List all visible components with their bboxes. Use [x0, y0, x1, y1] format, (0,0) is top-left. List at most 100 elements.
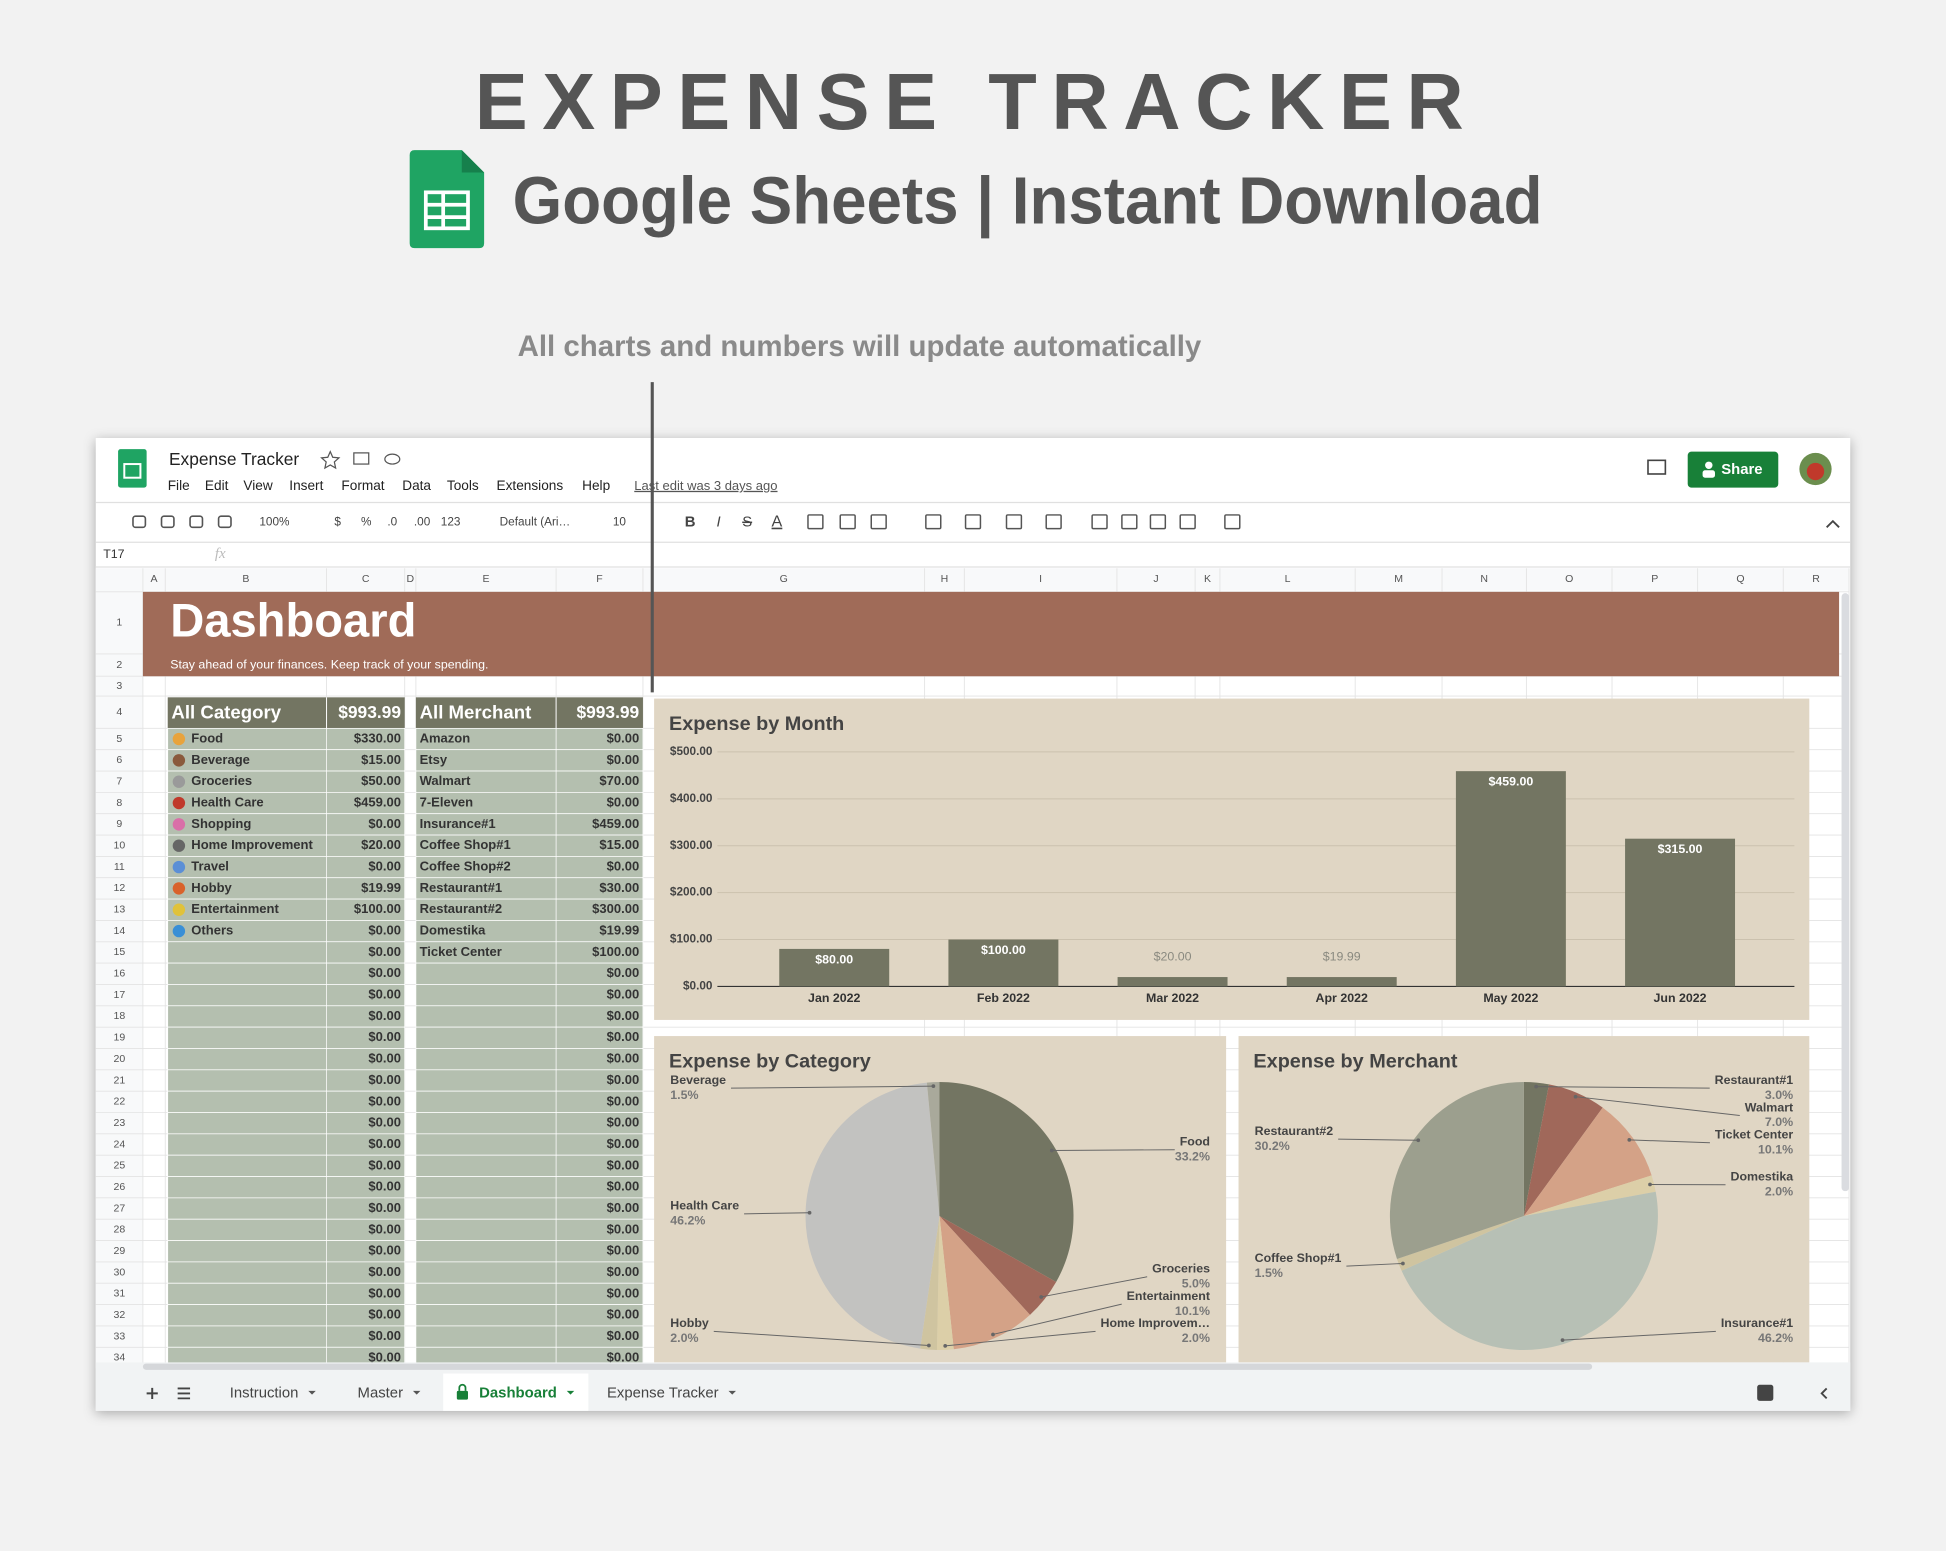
value-label: $20.00 — [1154, 949, 1192, 963]
row-number: 28 — [113, 1224, 125, 1236]
sheet-tab[interactable]: Master — [358, 1385, 404, 1401]
horizontal-scrollbar — [143, 1364, 1592, 1370]
column-header: L — [1285, 573, 1291, 585]
toolbar-item[interactable]: 10 — [613, 515, 627, 528]
row-number: 7 — [116, 775, 122, 787]
sheet-tab[interactable]: Dashboard — [479, 1385, 557, 1401]
toolbar-item[interactable]: $ — [334, 515, 341, 528]
menu-item[interactable]: File — [168, 478, 190, 493]
last-edit[interactable]: Last edit was 3 days ago — [634, 478, 777, 493]
table-row-label: Walmart — [420, 773, 472, 788]
column-header: O — [1565, 573, 1573, 585]
sheet-tab[interactable]: Instruction — [230, 1385, 299, 1401]
lock-icon — [457, 1391, 468, 1400]
explore-icon[interactable] — [1757, 1385, 1773, 1401]
row-number: 16 — [113, 968, 125, 980]
table-row-label: Hobby — [191, 880, 232, 895]
table-row-value: $15.00 — [361, 752, 401, 767]
bar — [1625, 839, 1735, 987]
table-row-value: $0.00 — [368, 1093, 401, 1108]
x-tick-label: Mar 2022 — [1146, 991, 1199, 1005]
table-row-value: $0.00 — [368, 1243, 401, 1258]
table-row-value: $0.00 — [368, 1157, 401, 1172]
category-icon — [173, 733, 185, 745]
menu-item[interactable]: View — [243, 478, 272, 493]
table-row-value: $0.00 — [607, 1221, 640, 1236]
chart-title: Expense by Month — [669, 713, 844, 735]
x-tick-label: Feb 2022 — [977, 991, 1030, 1005]
column-header-bar — [96, 568, 1849, 590]
table-row-value: $0.00 — [607, 794, 640, 809]
toolbar-item[interactable]: Default (Ari… — [500, 515, 571, 528]
pie-value-label: 2.0% — [1182, 1331, 1210, 1345]
value-label: $19.99 — [1323, 949, 1361, 963]
row-number: 19 — [113, 1032, 125, 1044]
toolbar-item[interactable]: % — [361, 515, 372, 528]
row-number: 26 — [113, 1181, 125, 1193]
table-row-value: $100.00 — [354, 901, 401, 916]
table-row-value: $0.00 — [368, 1264, 401, 1279]
row-number: 20 — [113, 1053, 125, 1065]
menu-item[interactable]: Help — [582, 478, 610, 493]
pie-value-label: 33.2% — [1175, 1149, 1210, 1163]
table-row-value: $0.00 — [607, 965, 640, 980]
table-row-label: Food — [191, 730, 223, 745]
sheet-tab[interactable]: Expense Tracker — [607, 1385, 719, 1401]
table-row-label: Insurance#1 — [420, 816, 496, 831]
toolbar-item[interactable]: .00 — [414, 515, 431, 528]
leader-dot — [1574, 1095, 1578, 1099]
category-icon — [173, 754, 185, 766]
x-tick-label: Apr 2022 — [1316, 991, 1368, 1005]
category-icon — [173, 925, 185, 937]
column-header: P — [1651, 573, 1658, 585]
table-row-value: $0.00 — [368, 1221, 401, 1236]
table-row-value: $100.00 — [592, 944, 639, 959]
menu-item[interactable]: Edit — [205, 478, 229, 493]
row-number: 18 — [113, 1010, 125, 1022]
pie-value-label: 1.5% — [670, 1088, 698, 1102]
row-number: 6 — [116, 754, 122, 766]
menu-item[interactable]: Extensions — [497, 478, 564, 493]
pie-label: Ticket Center — [1715, 1128, 1793, 1142]
table-row-value: $0.00 — [607, 859, 640, 874]
menu-item[interactable]: Format — [341, 478, 384, 493]
doc-title[interactable]: Expense Tracker — [169, 449, 299, 469]
bar — [1287, 977, 1397, 986]
table-row-value: $0.00 — [368, 987, 401, 1002]
menu-item[interactable]: Data — [402, 478, 431, 493]
leader-dot — [927, 1344, 931, 1348]
toolbar-item[interactable]: .0 — [387, 515, 397, 528]
row-number: 23 — [113, 1117, 125, 1129]
table-row-value: $0.00 — [607, 1328, 640, 1343]
column-header: D — [406, 573, 414, 585]
column-header: E — [482, 573, 489, 585]
toolbar-item[interactable]: A — [772, 513, 783, 531]
table-row-value: $0.00 — [607, 1349, 640, 1364]
table-row-value: $0.00 — [368, 1349, 401, 1364]
vertical-scrollbar — [1842, 593, 1849, 1191]
row-number: 22 — [113, 1096, 125, 1108]
toolbar-item[interactable]: B — [685, 514, 696, 530]
menu-item[interactable]: Insert — [289, 478, 323, 493]
leader-dot — [1561, 1338, 1565, 1342]
menu-item[interactable]: Tools — [447, 478, 479, 493]
cell-reference[interactable]: T17 — [103, 547, 124, 561]
leader-dot — [991, 1333, 995, 1337]
toolbar-item[interactable]: 100% — [259, 515, 290, 528]
y-tick-label: $300.00 — [670, 839, 713, 852]
toolbar-item[interactable]: S — [742, 514, 752, 530]
y-tick-label: $400.00 — [670, 792, 713, 805]
pie-value-label: 46.2% — [670, 1214, 705, 1228]
table-row-label: Restaurant#1 — [420, 880, 502, 895]
row-number: 21 — [113, 1074, 125, 1086]
table-row-value: $0.00 — [368, 1051, 401, 1066]
toolbar-item[interactable]: 123 — [441, 515, 461, 528]
leader-dot — [932, 1084, 936, 1088]
pie-label: Walmart — [1745, 1100, 1793, 1114]
category-icon — [173, 818, 185, 830]
table-row-value: $0.00 — [607, 1051, 640, 1066]
toolbar-item[interactable]: I — [717, 514, 721, 530]
share-label[interactable]: Share — [1721, 462, 1762, 478]
column-header: G — [780, 573, 788, 585]
table-row-value: $0.00 — [368, 923, 401, 938]
